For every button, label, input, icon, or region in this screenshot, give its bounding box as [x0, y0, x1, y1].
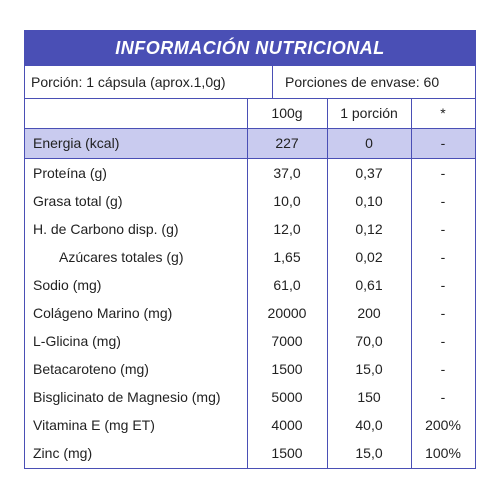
cell: 150 — [357, 389, 381, 405]
cell: 200% — [425, 417, 461, 433]
cell: 15,0 — [355, 445, 383, 461]
cell: 15,0 — [355, 361, 383, 377]
divider — [25, 128, 475, 129]
column-header: * — [440, 105, 446, 121]
divider — [25, 65, 475, 66]
cell: 100% — [425, 445, 461, 461]
divider — [25, 158, 475, 159]
row-label: L-Glicina (mg) — [33, 333, 121, 349]
cell: 7000 — [271, 333, 303, 349]
cell: 0,37 — [355, 165, 383, 181]
row-label: Sodio (mg) — [33, 277, 102, 293]
row-label: Colágeno Marino (mg) — [33, 305, 173, 321]
cell: 0 — [365, 135, 373, 151]
portion: Porción: 1 cápsula (aprox.1,0g) — [31, 74, 226, 90]
cell: 1500 — [271, 361, 303, 377]
cell: 61,0 — [273, 277, 301, 293]
cell: - — [440, 333, 446, 349]
cell: 37,0 — [273, 165, 301, 181]
cell: - — [440, 277, 446, 293]
column-header: 1 porción — [340, 105, 398, 121]
cell: 4000 — [271, 417, 303, 433]
cell: - — [440, 165, 446, 181]
row-label: Azúcares totales (g) — [59, 249, 184, 265]
row-label: Grasa total (g) — [33, 193, 123, 209]
row-label: H. de Carbono disp. (g) — [33, 221, 179, 237]
cell: 0,10 — [355, 193, 383, 209]
cell: 1,65 — [273, 249, 301, 265]
divider — [25, 98, 475, 99]
cell: - — [440, 135, 446, 151]
cell: - — [440, 305, 446, 321]
cell: 20000 — [267, 305, 307, 321]
row-label: Zinc (mg) — [33, 445, 93, 461]
row-label: Bisglicinato de Magnesio (mg) — [33, 389, 221, 405]
cell: - — [440, 361, 446, 377]
cell: 227 — [275, 135, 299, 151]
cell: 0,12 — [355, 221, 383, 237]
row-highlight — [25, 128, 475, 158]
row-label: Vitamina E (mg ET) — [33, 417, 155, 433]
column-header: 100g — [271, 105, 303, 121]
divider — [247, 98, 248, 468]
cell: 1500 — [271, 445, 303, 461]
cell: 12,0 — [273, 221, 301, 237]
divider — [272, 65, 273, 98]
cell: 5000 — [271, 389, 303, 405]
cell: 40,0 — [355, 417, 383, 433]
cell: 200 — [357, 305, 381, 321]
divider — [411, 98, 412, 468]
servings: Porciones de envase: 60 — [285, 74, 440, 90]
divider — [327, 98, 328, 468]
cell: - — [440, 249, 446, 265]
cell: 10,0 — [273, 193, 301, 209]
table-title: INFORMACIÓN NUTRICIONAL — [25, 31, 475, 65]
cell: 0,61 — [355, 277, 383, 293]
nutrition-table: INFORMACIÓN NUTRICIONAL Porción: 1 cápsu… — [24, 30, 476, 469]
row-label: Energia (kcal) — [33, 135, 120, 151]
cell: - — [440, 193, 446, 209]
cell: - — [440, 221, 446, 237]
row-label: Proteína (g) — [33, 165, 107, 181]
row-label: Betacaroteno (mg) — [33, 361, 149, 377]
cell: 70,0 — [355, 333, 383, 349]
cell: 0,02 — [355, 249, 383, 265]
cell: - — [440, 389, 446, 405]
